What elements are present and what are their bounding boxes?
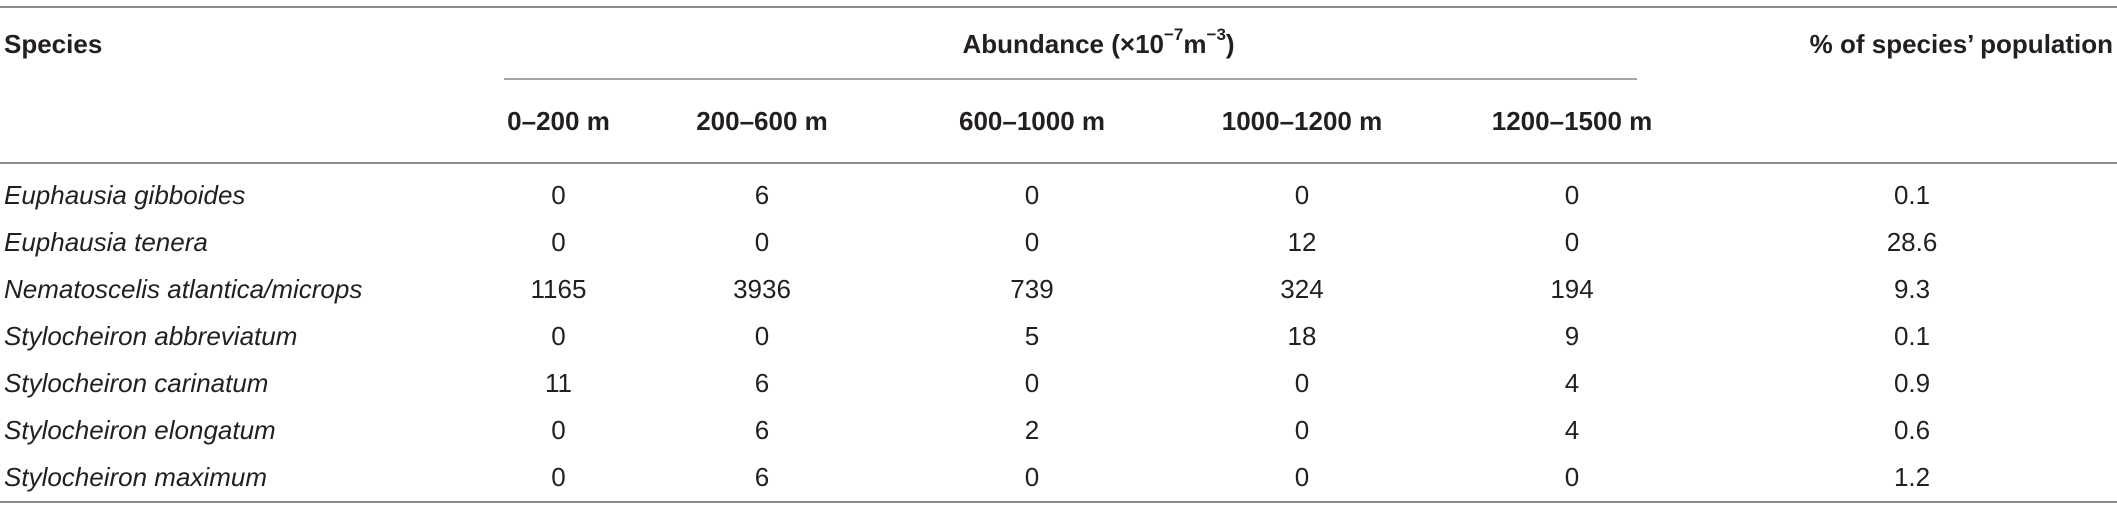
abundance-cell: 0 xyxy=(1437,454,1708,503)
abundance-cell: 0 xyxy=(551,415,566,445)
abundance-cell: 739 xyxy=(1010,274,1054,304)
abundance-exponent-2: −3 xyxy=(1206,24,1226,44)
table-row: Stylocheiron maximum 0 6 0 0 0 1.2 xyxy=(0,454,2117,503)
percent-cell: 28.6 xyxy=(1886,227,1938,257)
abundance-group-header: Abundance (×10−7m−3) xyxy=(490,6,1708,80)
abundance-exponent-1: −7 xyxy=(1164,24,1184,44)
abundance-cell: 0 xyxy=(1294,415,1310,445)
abundance-cell: 0 xyxy=(754,321,770,351)
abundance-cell: 6 xyxy=(627,454,897,503)
percent-cell: 0.9 xyxy=(1893,368,1931,398)
abundance-cell: 0 xyxy=(1294,368,1310,398)
abundance-label-suffix: ) xyxy=(1225,28,1235,59)
table-row: Stylocheiron carinatum 11 6 0 0 4 0.9 xyxy=(0,360,2117,407)
table-header: Species Abundance (×10−7m−3) % of specie… xyxy=(0,6,2117,164)
percent-cell: 9.3 xyxy=(1893,274,1931,304)
abundance-cell: 0 xyxy=(1024,368,1040,398)
species-name: Nematoscelis atlantica/microps xyxy=(4,274,363,304)
percent-cell: 0.1 xyxy=(1893,321,1931,351)
species-column-header: Species xyxy=(0,6,490,80)
abundance-cell: 18 xyxy=(1287,321,1317,351)
depth-header-1200-1500: 1200–1500 m xyxy=(1437,80,1708,164)
abundance-cell: 0 xyxy=(551,180,566,210)
abundance-cell: 6 xyxy=(754,180,770,210)
percent-header-spacer xyxy=(1707,80,2117,164)
abundance-cell: 11 xyxy=(545,368,572,398)
table-row: Euphausia tenera 0 0 0 12 0 28.6 xyxy=(0,219,2117,266)
abundance-label-prefix: Abundance (×10 xyxy=(962,28,1164,59)
percent-cell: 0.1 xyxy=(1893,180,1931,210)
percent-cell: 1.2 xyxy=(1707,454,2117,503)
percent-column-header: % of species’ population xyxy=(1707,6,2117,80)
percent-cell: 0.6 xyxy=(1893,415,1931,445)
abundance-table: Species Abundance (×10−7m−3) % of specie… xyxy=(0,6,2117,503)
table-row: Stylocheiron elongatum 0 6 2 0 4 0.6 xyxy=(0,407,2117,454)
abundance-cell: 5 xyxy=(1024,321,1040,351)
abundance-cell: 0 xyxy=(551,227,566,257)
table-row: Euphausia gibboides 0 6 0 0 0 0.1 xyxy=(0,163,2117,219)
abundance-cell: 194 xyxy=(1550,274,1594,304)
header-row-group: Species Abundance (×10−7m−3) % of specie… xyxy=(0,6,2117,80)
abundance-cell: 6 xyxy=(754,415,770,445)
depth-header-0-200: 0–200 m xyxy=(490,80,627,164)
species-name: Stylocheiron elongatum xyxy=(4,415,276,445)
abundance-cell: 0 xyxy=(1564,180,1580,210)
abundance-cell: 0 xyxy=(551,321,566,351)
abundance-group-rule xyxy=(504,78,1638,80)
abundance-cell: 3936 xyxy=(733,274,791,304)
depth-header-600-1000: 600–1000 m xyxy=(897,80,1167,164)
abundance-cell: 324 xyxy=(1280,274,1324,304)
depth-header-200-600: 200–600 m xyxy=(627,80,897,164)
abundance-cell: 0 xyxy=(897,454,1167,503)
abundance-cell: 0 xyxy=(490,454,627,503)
abundance-label-unit: m xyxy=(1183,28,1207,59)
species-name: Stylocheiron maximum xyxy=(0,454,490,503)
table-body: Euphausia gibboides 0 6 0 0 0 0.1 Euphau… xyxy=(0,163,2117,503)
abundance-cell: 0 xyxy=(1024,180,1040,210)
depth-header-1000-1200: 1000–1200 m xyxy=(1167,80,1437,164)
species-name: Euphausia gibboides xyxy=(4,180,246,210)
abundance-cell: 0 xyxy=(1024,227,1040,257)
header-row-depths: 0–200 m 200–600 m 600–1000 m 1000–1200 m… xyxy=(0,80,2117,164)
abundance-cell: 6 xyxy=(754,368,770,398)
species-name: Stylocheiron carinatum xyxy=(4,368,269,398)
abundance-cell: 0 xyxy=(1564,227,1580,257)
abundance-cell: 4 xyxy=(1564,415,1580,445)
abundance-cell: 4 xyxy=(1564,368,1580,398)
abundance-cell: 0 xyxy=(1167,454,1437,503)
abundance-cell: 12 xyxy=(1287,227,1317,257)
species-name: Euphausia tenera xyxy=(4,227,208,257)
table-row: Stylocheiron abbreviatum 0 0 5 18 9 0.1 xyxy=(0,313,2117,360)
abundance-cell: 9 xyxy=(1564,321,1580,351)
abundance-cell: 0 xyxy=(754,227,770,257)
species-header-spacer xyxy=(0,80,490,164)
table-row: Nematoscelis atlantica/microps 1165 3936… xyxy=(0,266,2117,313)
abundance-cell: 1165 xyxy=(530,274,587,304)
species-name: Stylocheiron abbreviatum xyxy=(4,321,298,351)
abundance-cell: 0 xyxy=(1294,180,1310,210)
abundance-cell: 2 xyxy=(1024,415,1040,445)
